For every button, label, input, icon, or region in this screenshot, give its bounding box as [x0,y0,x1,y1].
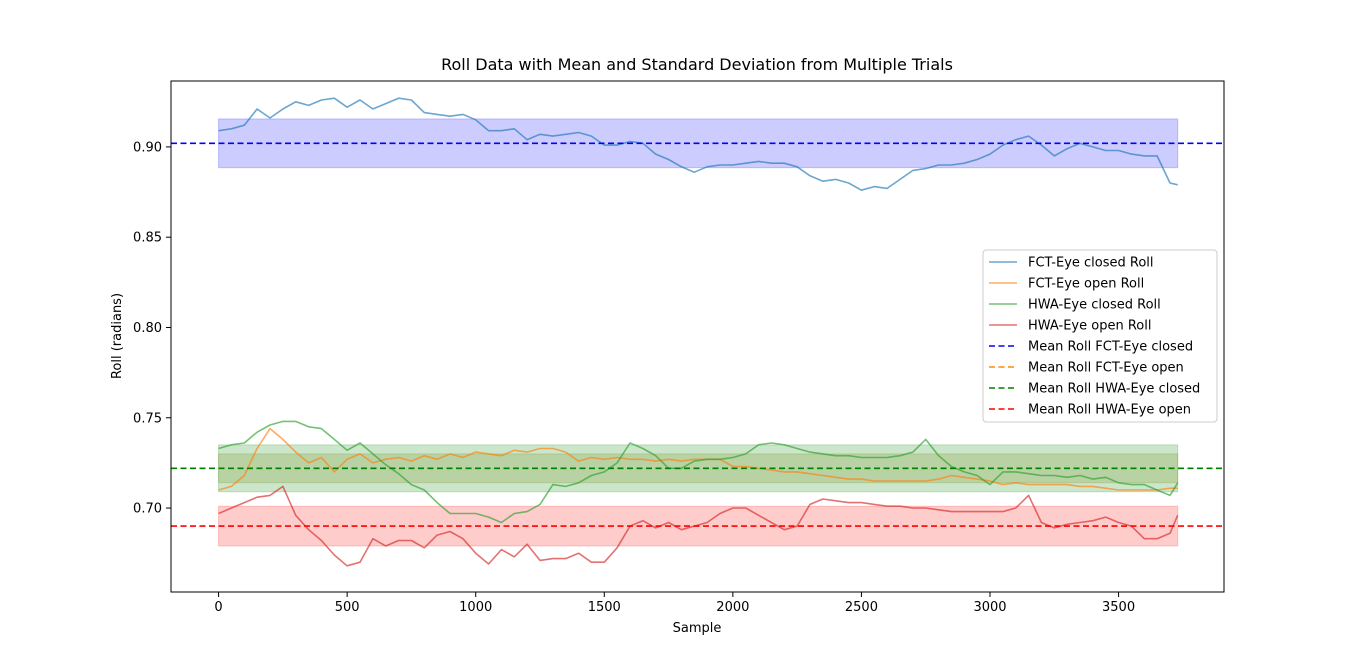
series-line-2 [218,420,1179,524]
legend-label-3: HWA-Eye open Roll [1028,319,1151,334]
x-tick-label: 1500 [588,600,621,615]
y-tick-label: 0.90 [133,140,162,155]
y-tick-label: 0.85 [133,231,162,246]
x-tick-label: 500 [335,600,360,615]
y-tick-label: 0.70 [133,502,162,517]
y-tick-label: 0.75 [133,411,162,426]
chart-title: Roll Data with Mean and Standard Deviati… [441,55,953,74]
x-axis-label: Sample [673,621,722,636]
legend-label-5: Mean Roll FCT-Eye open [1028,361,1184,376]
x-tick-label: 1000 [459,600,492,615]
legend-label-1: FCT-Eye open Roll [1028,277,1144,292]
y-axis-label: Roll (radians) [110,293,125,379]
y-tick-label: 0.80 [133,321,162,336]
x-tick-label: 0 [214,600,222,615]
legend-box [982,249,1218,423]
series-line-0 [218,97,1178,191]
legend-label-4: Mean Roll FCT-Eye closed [1028,340,1193,355]
legend-label-6: Mean Roll HWA-Eye closed [1028,382,1200,397]
series-line-1 [218,427,1178,491]
series-line-3 [218,485,1179,567]
plot-frame [170,80,1225,593]
legend-label-0: FCT-Eye closed Roll [1028,256,1154,271]
x-tick-label: 2500 [845,600,878,615]
x-axis: 0 500 1000 1500 2000 2500 3000 3500 [214,592,1135,615]
x-tick-label: 3000 [973,600,1006,615]
y-axis: 0.70 0.75 0.80 0.85 0.90 [133,140,171,517]
x-tick-label: 2000 [716,600,749,615]
legend: FCT-Eye closed Roll FCT-Eye open Roll HWA-… [982,249,1218,423]
plot-area [171,97,1224,567]
x-tick-label: 3500 [1102,600,1135,615]
legend-label-7: Mean Roll HWA-Eye open [1028,403,1191,418]
legend-label-2: HWA-Eye closed Roll [1028,298,1161,313]
